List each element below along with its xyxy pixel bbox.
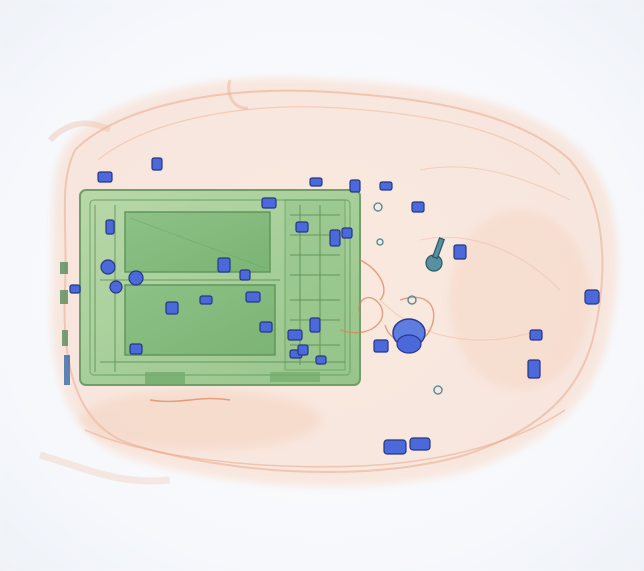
xray-scan-svg xyxy=(0,0,644,571)
xray-scan-image xyxy=(0,0,644,571)
